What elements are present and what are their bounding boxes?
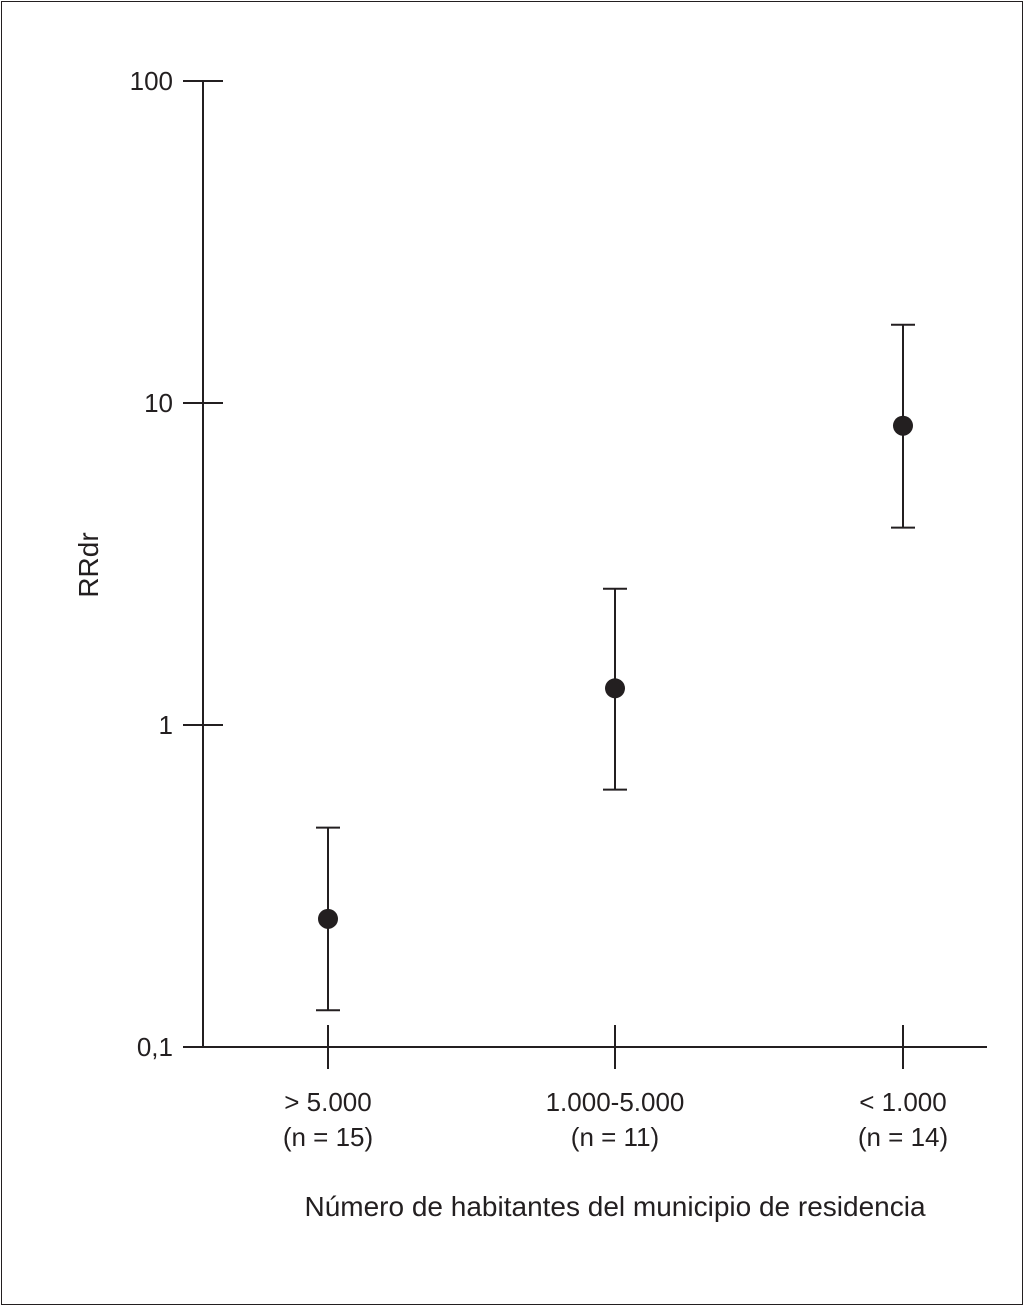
point-estimate xyxy=(318,908,338,929)
x-category-sublabel: (n = 15) xyxy=(283,1122,373,1152)
x-category-sublabel: (n = 14) xyxy=(858,1122,948,1152)
x-axis-title: Número de habitantes del municipio de re… xyxy=(304,1191,925,1222)
x-category-label: > 5.000 xyxy=(284,1087,371,1117)
point-estimate xyxy=(893,415,913,436)
y-axis-title: RRdr xyxy=(73,532,104,597)
y-tick-label: 1 xyxy=(159,710,173,740)
y-tick-label: 10 xyxy=(144,388,173,418)
x-ticks: > 5.000 (n = 15) 1.000-5.000 (n = 11) < 1.00… xyxy=(283,1025,948,1152)
point-estimate xyxy=(605,678,625,699)
x-category-label: 1.000-5.000 xyxy=(546,1087,685,1117)
y-ticks: 0,1 1 10 100 xyxy=(130,66,223,1062)
x-category-sublabel: (n = 11) xyxy=(571,1122,659,1152)
y-tick-label: 100 xyxy=(130,66,173,96)
x-category-label: < 1.000 xyxy=(859,1087,946,1117)
y-tick-label: 0,1 xyxy=(137,1032,173,1062)
data-points xyxy=(316,323,915,1012)
axes xyxy=(202,81,987,1048)
